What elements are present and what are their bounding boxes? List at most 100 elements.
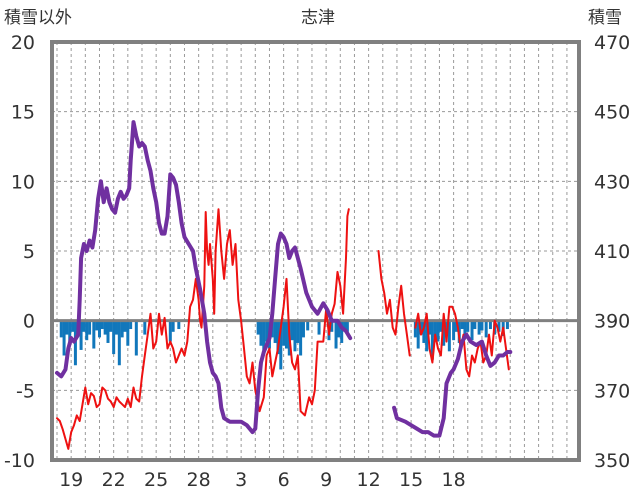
precip-bar (265, 320, 269, 342)
y-left-tick-label: -5 (16, 380, 35, 402)
precip-bar (112, 320, 116, 355)
precip-bar (284, 320, 288, 349)
precip-bar (473, 320, 477, 330)
precip-bar (480, 320, 484, 331)
precip-bar (134, 320, 138, 356)
precip-bar (282, 320, 286, 346)
precip-bar (106, 320, 110, 343)
precip-bar (168, 320, 172, 342)
precip-bar (430, 320, 434, 360)
y-left-tick-label: 0 (23, 311, 35, 333)
precip-bar (505, 320, 509, 330)
y-left-tick-label: 5 (23, 241, 35, 263)
x-tick-label: 22 (102, 469, 126, 491)
precip-bar (422, 320, 426, 343)
y-left-tick-label: 20 (11, 32, 35, 54)
x-ticks: 19 22 25 28 3 6 9 12 15 18 (59, 469, 466, 491)
y-left-label: 積雪以外 (4, 8, 72, 28)
precip-bar (463, 320, 467, 338)
precip-bar (337, 320, 341, 338)
y-right-tick-label: 370 (594, 380, 630, 402)
y-right-tick-label: 450 (594, 102, 630, 124)
y-right-tick-label: 430 (594, 171, 630, 193)
precip-bar (85, 320, 89, 341)
x-tick-label: 3 (235, 469, 247, 491)
precip-bar (477, 320, 481, 335)
precip-bar (88, 320, 92, 335)
precip-bar (279, 320, 283, 370)
y-right-tick-label: 410 (594, 241, 630, 263)
snow-depth-line (55, 120, 353, 435)
precip-bar (433, 320, 437, 338)
precip-bar (330, 320, 334, 332)
y-right-tick-label: 390 (594, 311, 630, 333)
precip-bar (100, 320, 104, 330)
precip-bar (428, 320, 432, 335)
gridlines (52, 41, 579, 461)
precip-bar (114, 320, 118, 335)
y-left-tick-label: 10 (11, 171, 35, 193)
precip-bar (301, 320, 305, 338)
precip-bar (65, 320, 69, 335)
precip-bar (343, 320, 347, 330)
precip-bar (59, 320, 63, 338)
precip-bar (293, 320, 297, 352)
y-left-ticks: -10 -5 0 5 10 15 20 (4, 32, 35, 472)
precip-bar (439, 320, 443, 332)
precip-bar (416, 320, 420, 349)
precip-bar (466, 320, 470, 332)
precip-bar (488, 320, 492, 330)
precip-bar (497, 320, 501, 332)
x-tick-label: 12 (357, 469, 381, 491)
y-right-tick-label: 470 (594, 32, 630, 54)
y-left-tick-label: -10 (4, 450, 35, 472)
precip-bar (259, 320, 263, 346)
precip-bar (103, 320, 107, 335)
precip-bar (126, 320, 130, 346)
precip-bar (345, 320, 349, 332)
precip-bar (340, 320, 344, 343)
precip-bar (92, 320, 96, 349)
temperature-line (56, 208, 350, 450)
precip-bar (95, 320, 99, 331)
precip-bar (129, 320, 133, 330)
x-tick-label: 9 (320, 469, 332, 491)
precip-bar (273, 320, 277, 343)
precip-bar (109, 320, 113, 332)
precip-bar (68, 320, 72, 342)
precip-bar (123, 320, 127, 332)
precip-bar (82, 320, 86, 332)
precip-bar (177, 320, 181, 330)
plot-frame (50, 40, 581, 462)
precip-bar (120, 320, 124, 338)
y-right-ticks: 350 370 390 410 430 450 470 (594, 32, 630, 472)
precip-bar (290, 320, 294, 341)
precip-bar (452, 320, 456, 341)
precip-bar (299, 320, 303, 356)
precip-bar (460, 320, 464, 330)
precip-bar (334, 320, 338, 349)
precip-bar (454, 320, 458, 332)
chart-title: 志津 (301, 8, 335, 28)
precip-bar (143, 320, 147, 335)
precip-bar (71, 320, 75, 332)
precip-bar (117, 320, 121, 366)
precip-bar (445, 320, 449, 335)
x-tick-label: 25 (144, 469, 168, 491)
precip-bar (276, 320, 280, 355)
precip-bar (484, 320, 488, 338)
precip-bar (306, 320, 310, 331)
y-right-label: 積雪 (588, 8, 622, 28)
x-tick-label: 15 (399, 469, 423, 491)
precip-bar (470, 320, 474, 341)
x-tick-label: 6 (278, 469, 290, 491)
precip-bar (256, 320, 260, 335)
precip-bar (447, 320, 451, 352)
x-tick-label: 28 (187, 469, 211, 491)
precip-bar (262, 320, 266, 352)
series-lines (55, 120, 513, 450)
precip-bar (317, 320, 321, 335)
precip-bar (62, 320, 66, 356)
precip-bar (171, 320, 175, 332)
